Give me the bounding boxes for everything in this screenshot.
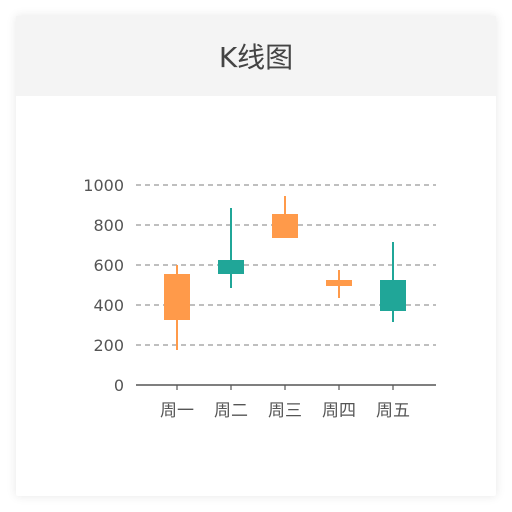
y-tick-label: 1000 <box>83 176 124 195</box>
candle-body <box>164 274 190 320</box>
chart-area: 0 200 400 600 800 1000 周一 周二 周三 周四 周五 <box>16 96 496 496</box>
candle-body <box>272 214 298 238</box>
x-tick-label: 周五 <box>376 401 410 421</box>
candle-body <box>218 260 244 274</box>
chart-title: K线图 <box>218 41 294 74</box>
y-tick-label: 200 <box>93 336 124 355</box>
y-tick-label: 400 <box>93 296 124 315</box>
y-tick-label: 800 <box>93 216 124 235</box>
y-tick-label: 600 <box>93 256 124 275</box>
x-tick-label: 周四 <box>322 401 356 421</box>
x-tick-label: 周二 <box>214 401 248 421</box>
y-tick-label: 0 <box>114 376 124 395</box>
candlestick-chart: 0 200 400 600 800 1000 周一 周二 周三 周四 周五 <box>83 176 436 421</box>
chart-card: K线图 0 200 400 600 800 1000 周一 周二 周三 周四 周五 <box>16 16 496 496</box>
x-tick-label: 周三 <box>268 401 302 421</box>
candle-body <box>326 280 352 286</box>
card-header: K线图 <box>16 16 496 96</box>
x-tick-label: 周一 <box>160 401 194 421</box>
candle-body <box>380 280 406 311</box>
